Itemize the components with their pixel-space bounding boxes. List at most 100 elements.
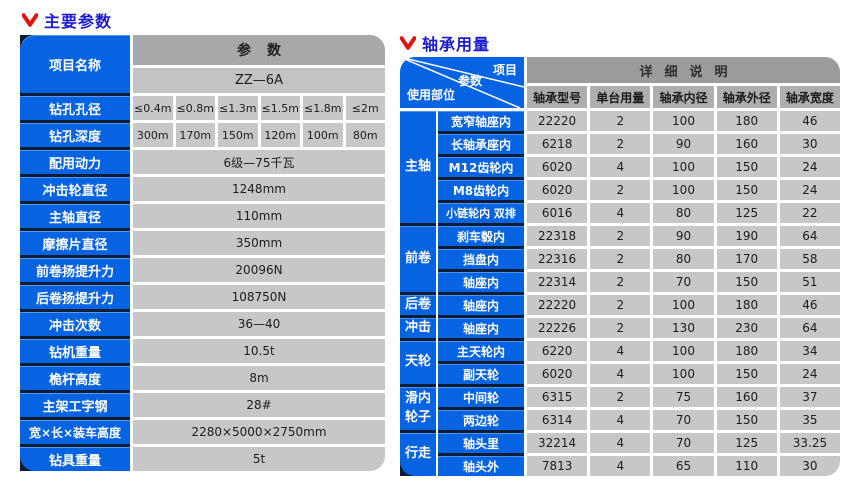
bearing-usage-title: 轴承用量: [400, 31, 490, 55]
part-label: 轴座内: [438, 318, 524, 338]
cell: 51: [779, 272, 841, 292]
cell: 300m: [133, 123, 173, 147]
part-column: 宽窄轴座内 长轴承座内 M12齿轮内 M8齿轮内 小链轮内 双排 刹车毂内 挡盘…: [438, 111, 524, 476]
cell: 24: [779, 180, 841, 200]
cell: 64: [779, 318, 841, 338]
table-row: 22226 2 130 230 64: [527, 318, 841, 338]
row-label: 钻具重量: [20, 447, 130, 471]
part-label: 副天轮: [438, 364, 524, 384]
cell: 22226: [527, 318, 588, 338]
cell: 180: [716, 111, 777, 131]
row-label: 主轴直径: [20, 204, 130, 228]
cell: 22220: [527, 111, 588, 131]
detail-header: 详细说明: [527, 57, 840, 83]
row-value: 6级—75千瓦: [133, 150, 385, 174]
part-label: 长轴承座内: [438, 134, 524, 154]
cell: 30: [779, 134, 841, 154]
row-label: 冲击轮直径: [20, 177, 130, 201]
row-value: 36—40: [133, 312, 385, 336]
part-label: 轴座内: [438, 272, 524, 292]
table-row: 6020 2 100 150 24: [527, 180, 841, 200]
row-value: 8m: [133, 366, 385, 390]
cell: 100: [653, 341, 714, 361]
cell: ≤1.5m: [260, 96, 300, 120]
row-value: 10.5t: [133, 339, 385, 363]
row-value: 350mm: [133, 231, 385, 255]
diagonal-header-cell: 项目 参数 使用部位: [400, 57, 524, 108]
cell: 160: [716, 134, 777, 154]
column-header: 轴承外径: [716, 86, 777, 108]
cell: 6016: [527, 203, 588, 223]
cell: 35: [779, 410, 841, 430]
column-headers: 轴承型号 单台用量 轴承内径 轴承外径 轴承宽度: [527, 86, 841, 108]
cell: 100: [653, 157, 714, 177]
cell: 2: [590, 226, 651, 246]
cell: 190: [716, 226, 777, 246]
cell: 24: [779, 157, 841, 177]
cell: 6020: [527, 180, 588, 200]
cell: 4: [590, 364, 651, 384]
cell: 64: [779, 226, 841, 246]
table-row: 7813 4 65 110 30: [527, 456, 841, 476]
cell: 70: [653, 272, 714, 292]
row-value: 5t: [133, 447, 385, 471]
bearing-usage-title-text: 轴承用量: [422, 35, 491, 54]
cell: 7813: [527, 456, 588, 476]
main-params-title-text: 主要参数: [44, 12, 113, 31]
cell: 180: [716, 341, 777, 361]
diagonal-label-item: 项目: [492, 63, 517, 77]
red-check-icon: [400, 36, 416, 50]
cell: ≤0.4m: [133, 96, 173, 120]
part-label: 轴头里: [438, 433, 524, 453]
cell: 150: [716, 180, 777, 200]
row-label: 后卷扬提升力: [20, 285, 130, 309]
diagonal-label-param: 参数: [458, 74, 483, 88]
row-value: 2280×5000×2750mm: [133, 420, 385, 444]
table-row: 6020 4 100 150 24: [527, 364, 841, 384]
cell: 180: [716, 295, 777, 315]
cell: 6020: [527, 364, 588, 384]
main-params-table: 项目名称 钻孔孔径 钻孔深度 配用动力 冲击轮直径 主轴直径 摩擦片直径 前卷扬…: [20, 35, 385, 471]
row-label: 钻孔深度: [20, 123, 130, 147]
table-row: 6016 4 80 125 22: [527, 203, 841, 223]
cell: 80: [653, 249, 714, 269]
cell: ≤1.3m: [218, 96, 258, 120]
part-label: 轴头外: [438, 456, 524, 476]
cell: 2: [590, 249, 651, 269]
cell: 70: [653, 433, 714, 453]
cell: 30: [779, 456, 841, 476]
table-row: 22220 2 100 180 46: [527, 295, 841, 315]
item-name-header: 项目名称: [20, 35, 130, 93]
main-params-label-column: 项目名称 钻孔孔径 钻孔深度 配用动力 冲击轮直径 主轴直径 摩擦片直径 前卷扬…: [20, 35, 130, 471]
group-label: 行走: [400, 433, 436, 476]
cell: 150: [716, 410, 777, 430]
cell: 4: [590, 341, 651, 361]
cell: 80m: [345, 123, 385, 147]
group-label: 主轴: [400, 111, 436, 223]
cell: 34: [779, 341, 841, 361]
cell: 80: [653, 203, 714, 223]
model-value: ZZ—6A: [133, 68, 385, 93]
group-label: 冲击: [400, 318, 436, 338]
row-value: 108750N: [133, 285, 385, 309]
table-row: 22318 2 90 190 64: [527, 226, 841, 246]
cell: 2: [590, 272, 651, 292]
cell: 22316: [527, 249, 588, 269]
cell: 2: [590, 180, 651, 200]
group-label: 后卷: [400, 295, 436, 315]
cell: 100: [653, 111, 714, 131]
cell: 6315: [527, 387, 588, 407]
part-label: 刹车毂内: [438, 226, 524, 246]
cell: 6314: [527, 410, 588, 430]
cell: 100: [653, 295, 714, 315]
main-params-title: 主要参数: [22, 8, 112, 32]
cell: 160: [716, 387, 777, 407]
cell: 100m: [303, 123, 343, 147]
cell: 70: [653, 410, 714, 430]
column-header: 单台用量: [590, 86, 651, 108]
cell: 125: [716, 203, 777, 223]
row-label: 摩擦片直径: [20, 231, 130, 255]
cell: ≤1.8m: [303, 96, 343, 120]
cell: ≤0.8m: [175, 96, 215, 120]
cell: 2: [590, 111, 651, 131]
